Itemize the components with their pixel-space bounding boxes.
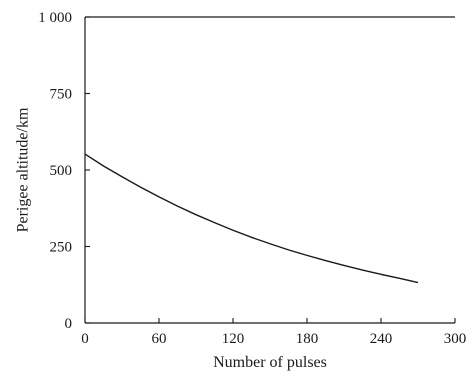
y-axis-title: Perigee altitude/km (15, 107, 32, 232)
y-tick-label: 0 (65, 316, 73, 332)
x-tick-label: 120 (222, 331, 245, 347)
series-line (84, 153, 419, 284)
x-tick-label: 300 (444, 331, 467, 347)
y-tick-label: 250 (50, 240, 73, 256)
ticks: 0 60 120 180 240 300 0 250 500 750 1 000 (38, 10, 466, 347)
y-tick-label: 750 (50, 87, 73, 103)
y-tick-label: 1 000 (38, 10, 72, 26)
x-tick-label: 240 (370, 331, 393, 347)
y-tick-label: 500 (50, 163, 73, 179)
x-tick-label: 0 (81, 331, 89, 347)
x-tick-label: 60 (152, 331, 167, 347)
x-tick-label: 180 (296, 331, 319, 347)
series (84, 153, 419, 284)
x-axis-title: Number of pulses (213, 354, 327, 371)
axes (84, 16, 455, 324)
